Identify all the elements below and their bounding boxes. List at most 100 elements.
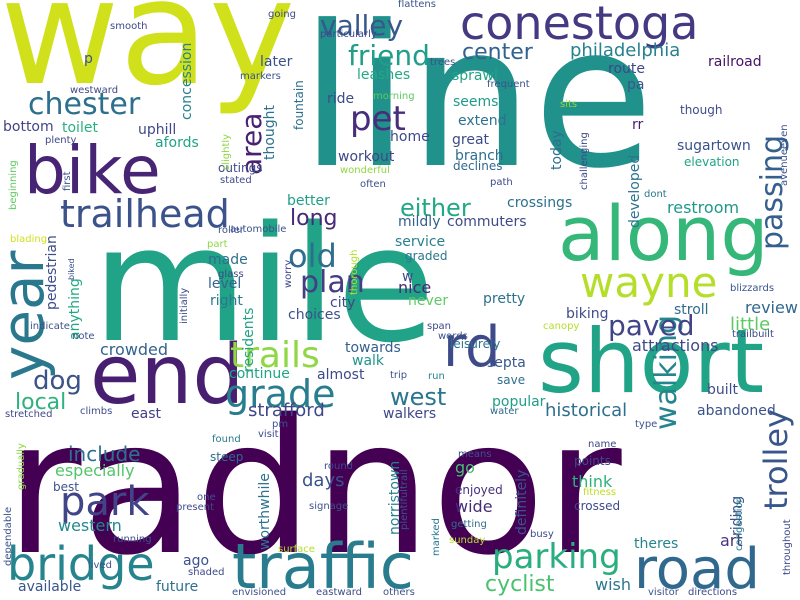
word-others: others: [383, 587, 415, 598]
word-popular: popular: [492, 394, 546, 410]
word-thought: thought: [262, 104, 278, 160]
word-surface: surface: [278, 544, 315, 555]
word-wonderful: wonderful: [340, 165, 390, 176]
word-uphill: uphill: [138, 122, 177, 138]
word-smooth: smooth: [110, 21, 148, 32]
word-walk: walk: [352, 353, 385, 369]
word-line: line: [300, 0, 654, 212]
word-think: think: [572, 472, 613, 491]
word-worry: worry: [283, 259, 294, 288]
word-towards: towards: [345, 340, 401, 356]
word-little: little: [730, 314, 771, 335]
word-dog: dog: [33, 366, 82, 396]
word-though: though: [680, 103, 723, 117]
word-roller: roller: [218, 225, 244, 236]
word-dependable: dependable: [3, 506, 14, 566]
word-abandoned: abandoned: [697, 403, 776, 419]
word-climbs: climbs: [80, 406, 113, 417]
word-trolley: trolley: [757, 409, 795, 510]
word-rd: rd: [443, 315, 501, 380]
word-p: p: [84, 51, 93, 67]
word-cyclist: cyclist: [485, 572, 555, 597]
word-trip: trip: [390, 370, 408, 381]
word-western: western: [58, 516, 122, 535]
word-note: note: [72, 331, 95, 342]
word-sunday: sunday: [449, 535, 486, 546]
word-throughout: throughout: [782, 519, 793, 575]
word-type: type: [635, 419, 658, 430]
word-road: road: [634, 537, 760, 600]
word-later: later: [260, 54, 293, 70]
word-marked: marked: [431, 518, 442, 556]
word-walkers: walkers: [383, 406, 437, 422]
word-stretched: stretched: [5, 409, 53, 420]
word-wide: wide: [455, 497, 493, 516]
word-plenty: plenty: [45, 135, 77, 146]
word-developed: developed: [627, 154, 643, 228]
word-run: run: [428, 371, 445, 382]
word-afords: afords: [155, 135, 199, 151]
word-elevation: elevation: [684, 155, 740, 169]
word-either: either: [400, 194, 471, 222]
word-trees: trees: [430, 57, 456, 68]
word-span: span: [427, 321, 452, 332]
word-directions: directions: [688, 587, 738, 598]
word-means: means: [458, 449, 492, 460]
word-first: first: [62, 171, 73, 191]
word-long: long: [290, 206, 338, 231]
word-going: going: [268, 9, 296, 20]
word-avenueeven: avenueeven: [779, 124, 790, 186]
word-especially: especially: [55, 461, 135, 480]
word-getting: getting: [451, 519, 487, 530]
word-leashes: leashes: [357, 67, 411, 83]
word-envisioned: envisioned: [232, 587, 287, 598]
word-available: available: [18, 579, 82, 595]
word-future: future: [156, 579, 199, 595]
word-plan: plan: [300, 265, 365, 300]
word-home: home: [390, 129, 430, 145]
word-branch: branch: [455, 148, 504, 164]
word-initially: initially: [179, 287, 190, 324]
word-path: path: [490, 177, 513, 188]
word-words: words: [438, 331, 468, 342]
word-sprawl: sprawl: [452, 68, 498, 84]
word-mildly: mildly: [398, 214, 441, 230]
word-stated: stated: [220, 175, 252, 186]
word-congestion: congestion: [734, 496, 745, 551]
word-pet: pet: [350, 99, 406, 139]
word-restroom: restroom: [667, 198, 740, 217]
word-great: great: [452, 132, 490, 148]
word-railroad: railroad: [708, 54, 762, 70]
word-busy: busy: [530, 529, 554, 540]
word-trailbuilt: trailbuilt: [732, 329, 774, 340]
word-attractions: attractions: [632, 336, 719, 355]
word-automobile: automobile: [230, 224, 287, 235]
word-philadelphia: philadelphia: [570, 40, 681, 61]
word-outings: outings: [218, 161, 263, 175]
word-markers: markers: [240, 71, 281, 82]
word-extend: extend: [458, 113, 507, 129]
word-trails: trails: [230, 335, 320, 376]
word-crossed: crossed: [574, 499, 621, 513]
word-round: round: [324, 461, 354, 472]
word-never: never: [408, 293, 449, 309]
word-dont: dont: [644, 189, 667, 200]
word-better: better: [287, 193, 330, 209]
word-built: built: [707, 382, 739, 398]
word-mile: mile: [92, 191, 436, 378]
word-bridge: bridge: [7, 537, 155, 591]
word-ride: ride: [327, 91, 355, 107]
word-morning: morning: [373, 91, 415, 102]
word-paved: paved: [608, 309, 695, 342]
word-west: west: [390, 383, 447, 411]
word-workout: workout: [338, 149, 395, 165]
word-running: running: [113, 534, 152, 545]
word-blizzards: blizzards: [730, 283, 775, 294]
word-part: part: [207, 239, 228, 250]
word-east: east: [131, 406, 161, 422]
word-ago: ago: [183, 553, 210, 569]
word-best: best: [53, 480, 79, 494]
word-often: often: [360, 179, 386, 190]
word-w: w: [402, 269, 414, 285]
